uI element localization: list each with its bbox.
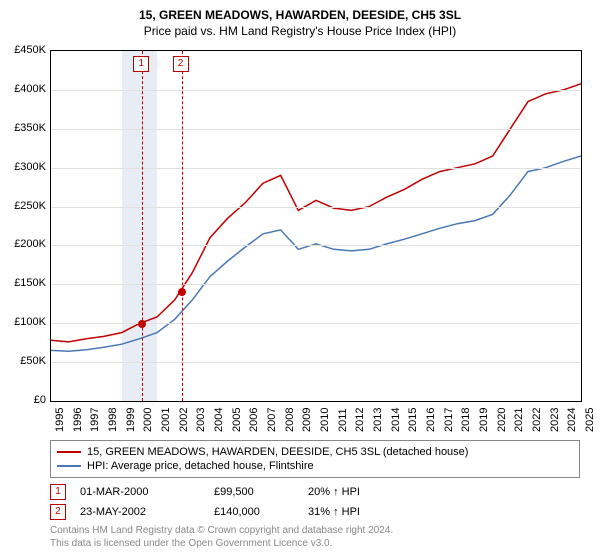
sales-price: £140,000 <box>214 506 294 518</box>
x-tick-label: 2023 <box>549 408 561 432</box>
y-tick-label: £150K <box>14 277 46 289</box>
legend-swatch <box>57 465 81 467</box>
sales-row: 1 01-MAR-2000 £99,500 20% ↑ HPI <box>50 482 580 502</box>
x-tick-label: 1999 <box>125 408 137 432</box>
x-tick-label: 2000 <box>142 408 154 432</box>
gridline-h <box>51 362 581 363</box>
y-tick-label: £250K <box>14 200 46 212</box>
x-tick-label: 2005 <box>231 408 243 432</box>
x-tick-label: 2015 <box>407 408 419 432</box>
sales-pct: 20% ↑ HPI <box>308 486 408 498</box>
x-tick-label: 2017 <box>443 408 455 432</box>
attribution-text: Contains HM Land Registry data © Crown c… <box>50 524 580 550</box>
x-tick-label: 2018 <box>460 408 472 432</box>
x-tick-label: 2021 <box>513 408 525 432</box>
legend-row: HPI: Average price, detached house, Flin… <box>57 459 573 473</box>
x-tick-label: 2004 <box>213 408 225 432</box>
sales-row: 2 23-MAY-2002 £140,000 31% ↑ HPI <box>50 502 580 522</box>
y-tick-label: £400K <box>14 83 46 95</box>
chart-plot-area <box>50 50 582 402</box>
x-tick-label: 2003 <box>195 408 207 432</box>
x-tick-label: 2010 <box>319 408 331 432</box>
chart-title: 15, GREEN MEADOWS, HAWARDEN, DEESIDE, CH… <box>0 0 600 22</box>
sales-table: 1 01-MAR-2000 £99,500 20% ↑ HPI 2 23-MAY-2002… <box>50 482 580 522</box>
x-tick-label: 1997 <box>89 408 101 432</box>
legend-box: 15, GREEN MEADOWS, HAWARDEN, DEESIDE, CH… <box>50 440 580 478</box>
series-property <box>51 84 581 342</box>
x-tick-label: 2024 <box>566 408 578 432</box>
y-tick-label: £50K <box>20 355 46 367</box>
sales-marker: 1 <box>50 484 66 500</box>
x-tick-label: 1996 <box>72 408 84 432</box>
x-tick-label: 2014 <box>390 408 402 432</box>
gridline-h <box>51 245 581 246</box>
sale-dot <box>138 320 146 328</box>
x-tick-label: 2009 <box>301 408 313 432</box>
sale-vline <box>142 51 143 401</box>
y-tick-label: £300K <box>14 161 46 173</box>
gridline-h <box>51 284 581 285</box>
legend-swatch <box>57 451 81 453</box>
legend-label: 15, GREEN MEADOWS, HAWARDEN, DEESIDE, CH… <box>87 446 468 458</box>
x-tick-label: 2012 <box>354 408 366 432</box>
x-tick-label: 2007 <box>266 408 278 432</box>
x-tick-label: 2008 <box>284 408 296 432</box>
x-tick-label: 2011 <box>337 408 349 432</box>
x-tick-label: 2006 <box>248 408 260 432</box>
sale-vline <box>182 51 183 401</box>
gridline-h <box>51 168 581 169</box>
x-tick-label: 2022 <box>531 408 543 432</box>
x-tick-label: 2002 <box>178 408 190 432</box>
chart-subtitle: Price paid vs. HM Land Registry's House … <box>0 22 600 38</box>
sales-date: 01-MAR-2000 <box>80 486 200 498</box>
gridline-h <box>51 207 581 208</box>
y-tick-label: £100K <box>14 316 46 328</box>
x-tick-label: 2020 <box>496 408 508 432</box>
sale-dot <box>178 288 186 296</box>
y-tick-label: £450K <box>14 44 46 56</box>
attribution-line2: This data is licensed under the Open Gov… <box>50 537 580 550</box>
sale-marker-box: 2 <box>173 56 189 72</box>
legend-label: HPI: Average price, detached house, Flin… <box>87 460 314 472</box>
x-tick-label: 2019 <box>478 408 490 432</box>
gridline-h <box>51 129 581 130</box>
gridline-h <box>51 90 581 91</box>
y-tick-label: £200K <box>14 238 46 250</box>
sales-pct: 31% ↑ HPI <box>308 506 408 518</box>
legend-row: 15, GREEN MEADOWS, HAWARDEN, DEESIDE, CH… <box>57 445 573 459</box>
sales-date: 23-MAY-2002 <box>80 506 200 518</box>
sales-price: £99,500 <box>214 486 294 498</box>
y-tick-label: £350K <box>14 122 46 134</box>
x-tick-label: 1995 <box>54 408 66 432</box>
x-tick-label: 1998 <box>107 408 119 432</box>
x-tick-label: 2025 <box>584 408 596 432</box>
gridline-h <box>51 323 581 324</box>
x-tick-label: 2013 <box>372 408 384 432</box>
x-tick-label: 2001 <box>160 408 172 432</box>
y-tick-label: £0 <box>34 394 46 406</box>
x-tick-label: 2016 <box>425 408 437 432</box>
sales-marker: 2 <box>50 504 66 520</box>
attribution-line1: Contains HM Land Registry data © Crown c… <box>50 524 580 537</box>
series-hpi <box>51 156 581 351</box>
sale-marker-box: 1 <box>133 56 149 72</box>
